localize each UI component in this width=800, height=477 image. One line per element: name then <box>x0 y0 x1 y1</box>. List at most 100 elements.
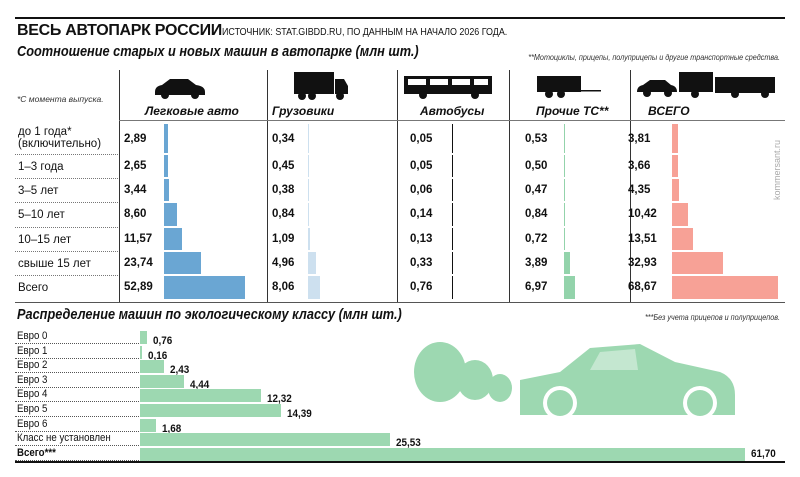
eco-value-label: 4,44 <box>189 378 209 391</box>
eco-bar <box>140 389 261 403</box>
row-divider <box>15 202 118 203</box>
value-label: 0,84 <box>272 208 295 220</box>
value-label: 0,06 <box>410 184 433 196</box>
bar-other <box>564 252 570 274</box>
column-divider <box>267 70 268 302</box>
footnote-age: *С момента выпуска. <box>17 94 104 104</box>
bar-cars <box>164 276 246 299</box>
column-divider <box>397 70 398 302</box>
value-label: 23,74 <box>124 257 153 269</box>
eco-class-label: Евро 6 <box>17 417 48 430</box>
bar-total <box>672 155 678 177</box>
row-label: 5–10 лет <box>18 209 65 221</box>
column-divider <box>509 70 510 302</box>
trailer-icon <box>537 76 601 98</box>
value-label: 2,89 <box>124 133 147 145</box>
row-label: 3–5 лет <box>18 185 59 197</box>
value-label: 4,96 <box>272 257 295 269</box>
eco-value-label: 2,43 <box>169 364 190 377</box>
bar-trucks <box>308 203 310 226</box>
bar-buses <box>452 203 453 226</box>
row-divider <box>15 430 139 432</box>
row-divider <box>15 178 118 179</box>
value-label: 0,53 <box>525 133 548 145</box>
bar-cars <box>164 203 178 226</box>
bar-other <box>564 179 565 201</box>
value-label: 0,38 <box>272 184 295 196</box>
column-header: Легковые авто <box>145 104 239 118</box>
footnote-other: **Мотоциклы, прицепы, полуприцепы и друг… <box>528 52 780 62</box>
column-divider <box>630 70 631 302</box>
value-label: 4,35 <box>628 184 651 196</box>
eco-value-label: 12,32 <box>266 393 292 406</box>
eco-value-label: 1,68 <box>162 422 182 435</box>
value-label: 0,05 <box>410 133 433 145</box>
value-label: 0,72 <box>525 233 548 245</box>
column-header: Автобусы <box>420 104 485 118</box>
value-label: 3,66 <box>628 160 651 172</box>
car-icon <box>155 79 205 99</box>
all-vehicles-icon <box>637 72 775 98</box>
value-label: 13,51 <box>628 233 657 245</box>
row-divider <box>15 445 139 447</box>
value-label: 0,13 <box>410 233 433 245</box>
page-title: ВЕСЬ АВТОПАРК РОССИИ <box>17 22 223 39</box>
bar-cars <box>164 179 170 201</box>
truck-icon <box>294 72 348 100</box>
row-label: до 1 года* (включительно) <box>18 126 102 150</box>
bar-other <box>564 155 565 177</box>
bar-buses <box>452 276 454 299</box>
bar-buses <box>452 228 453 250</box>
value-label: 0,33 <box>410 257 433 269</box>
bar-total <box>672 124 678 153</box>
value-label: 0,50 <box>525 160 548 172</box>
value-label: 0,34 <box>272 133 295 145</box>
column-divider <box>119 70 120 302</box>
eco-bar <box>140 331 148 344</box>
row-divider <box>15 401 139 403</box>
eco-bar <box>140 374 184 388</box>
watermark: kommersant.ru <box>772 139 782 200</box>
value-label: 3,44 <box>124 184 147 196</box>
value-label: 8,60 <box>124 208 147 220</box>
row-divider <box>15 386 139 388</box>
value-label: 0,05 <box>410 160 433 172</box>
source-note: ИСТОЧНИК: STAT.GIBDD.RU, ПО ДАННЫМ НА НА… <box>222 26 508 38</box>
column-header: Грузовики <box>272 104 335 118</box>
eco-class-label: Евро 5 <box>17 403 48 415</box>
value-label: 0,45 <box>272 160 295 172</box>
bar-total <box>672 228 693 250</box>
row-divider <box>15 251 118 252</box>
bar-buses <box>452 124 453 153</box>
value-label: 32,93 <box>628 257 657 269</box>
eco-value-label: 61,70 <box>750 447 776 460</box>
eco-bar <box>140 404 282 417</box>
bar-cars <box>164 252 201 274</box>
bar-total <box>672 203 689 226</box>
table-title: Соотношение старых и новых машин в автоп… <box>17 43 419 60</box>
row-divider <box>15 357 139 359</box>
eco-value-label: 25,53 <box>396 437 421 450</box>
eco-bar <box>140 433 391 447</box>
column-header: ВСЕГО <box>648 104 690 118</box>
row-divider <box>15 227 118 228</box>
value-label: 68,67 <box>628 281 657 293</box>
column-header: Прочие ТС** <box>536 104 609 118</box>
eco-bar <box>140 345 142 359</box>
value-label: 1,09 <box>272 233 295 245</box>
bar-buses <box>452 252 453 274</box>
bar-trucks <box>308 276 321 299</box>
bar-trucks <box>308 179 309 201</box>
bar-cars <box>164 124 169 153</box>
bar-other <box>564 228 566 250</box>
eco-bar <box>140 447 745 461</box>
eco-bar <box>140 360 164 374</box>
row-divider <box>15 372 139 374</box>
bar-buses <box>452 179 453 201</box>
bar-other <box>564 203 566 226</box>
value-label: 6,97 <box>525 281 548 293</box>
eco-class-label: Евро 4 <box>17 388 48 401</box>
bar-total <box>672 179 679 201</box>
bar-total <box>672 252 723 274</box>
eco-value-label: 0,76 <box>153 335 173 347</box>
